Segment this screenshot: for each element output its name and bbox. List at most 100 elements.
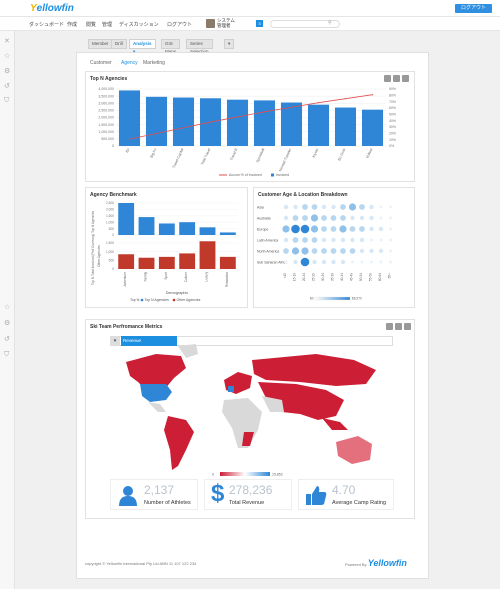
collapse-icon[interactable]: ▾ bbox=[110, 336, 120, 346]
heat-cell bbox=[340, 204, 346, 210]
map-scale-min: 0 bbox=[212, 473, 214, 477]
col-label: <15 bbox=[283, 273, 287, 279]
tab-analysis[interactable]: Analysis ▾ bbox=[129, 39, 156, 54]
benchmark-chart: 2,500 2,000 1,500 1,000 500 0 1,500 1,000 500 0 Ad… bbox=[91, 201, 238, 302]
legend-label: Other Agencies bbox=[177, 298, 201, 302]
gear-icon[interactable]: ⚙ bbox=[4, 68, 11, 75]
map-canada[interactable] bbox=[126, 354, 186, 392]
map-measure-label[interactable]: Revenue bbox=[121, 336, 177, 346]
search-icon[interactable]: ⚲ bbox=[328, 20, 332, 26]
legend-label: Invoiced bbox=[276, 173, 289, 177]
heat-cell bbox=[300, 257, 310, 267]
history-icon[interactable]: ↺ bbox=[4, 83, 10, 90]
map-russia[interactable] bbox=[252, 354, 376, 386]
other-agencies-bar bbox=[199, 241, 216, 269]
tab-gis-maps[interactable]: GIS Maps bbox=[161, 39, 180, 54]
heat-cell bbox=[321, 248, 327, 254]
y-tick-label: 500 bbox=[109, 259, 115, 263]
map-middle-east[interactable] bbox=[262, 396, 284, 412]
x-tick-label: Bu bbox=[125, 148, 130, 154]
y-tick-label: 2,500 bbox=[106, 201, 114, 205]
heat-cell bbox=[359, 226, 365, 232]
panel-prev-icon[interactable] bbox=[386, 323, 393, 330]
history-icon-2[interactable]: ↺ bbox=[4, 336, 10, 343]
heat-cell bbox=[311, 248, 318, 254]
heat-cell bbox=[301, 247, 309, 255]
map-asia[interactable] bbox=[258, 382, 344, 420]
panel-prev-icon[interactable] bbox=[384, 75, 391, 82]
map-usa[interactable] bbox=[140, 384, 172, 402]
map-mexico[interactable] bbox=[148, 402, 166, 412]
star-icon[interactable]: ☆ bbox=[4, 53, 11, 60]
avatar[interactable] bbox=[206, 19, 215, 28]
map-scale-max: 15,852 bbox=[272, 473, 283, 477]
world-map[interactable]: 0 15,852 bbox=[86, 320, 416, 520]
heat-cell bbox=[359, 215, 365, 221]
map-south-america[interactable] bbox=[164, 416, 194, 470]
powered-by-brand[interactable]: Yellowfin bbox=[367, 558, 407, 568]
notification-badge[interactable]: 3 bbox=[256, 20, 263, 27]
nav-discussion[interactable]: ディスカッション bbox=[119, 22, 159, 28]
row-label: Latin America bbox=[257, 239, 278, 243]
heat-cell bbox=[340, 259, 346, 265]
col-label: 40-44 bbox=[340, 273, 344, 281]
close-icon[interactable]: ✕ bbox=[4, 38, 10, 45]
y-axis-label: Top N Total Invoiced (Prof Currency) Top… bbox=[91, 210, 95, 285]
y2-tick-label: 20% bbox=[389, 132, 396, 136]
map-africa[interactable] bbox=[222, 398, 262, 448]
y2-tick-label: 90% bbox=[389, 87, 396, 91]
filter-icon-2[interactable]: ⛉ bbox=[4, 351, 10, 358]
heat-cell bbox=[360, 260, 364, 264]
x-tick-label: Total Travel bbox=[200, 148, 211, 166]
map-southern-africa[interactable] bbox=[242, 432, 254, 446]
tab-member[interactable]: Member bbox=[88, 39, 113, 49]
map-greenland[interactable] bbox=[178, 344, 198, 358]
panel-expand-icon[interactable] bbox=[402, 75, 409, 82]
panel-menu-icon[interactable] bbox=[393, 75, 400, 82]
heat-cell bbox=[389, 205, 392, 209]
heat-cell bbox=[321, 259, 327, 265]
other-agencies-bar bbox=[158, 256, 175, 269]
heat-cell bbox=[378, 226, 384, 232]
nav-admin[interactable]: 管理 bbox=[102, 22, 113, 28]
heat-cell bbox=[378, 248, 384, 254]
tab-drill[interactable]: Drill bbox=[111, 39, 127, 49]
heat-cell bbox=[369, 226, 374, 232]
heat-cell bbox=[330, 215, 337, 221]
heat-cell bbox=[284, 260, 288, 264]
subtab-customer[interactable]: Customer bbox=[90, 60, 112, 66]
nav-create[interactable]: 作成 bbox=[67, 22, 78, 28]
line-point bbox=[155, 132, 158, 135]
nav-dashboard[interactable]: ダッシュボード bbox=[29, 22, 65, 28]
bar bbox=[172, 97, 195, 146]
heat-cell bbox=[389, 238, 392, 242]
nav-logout[interactable]: ログアウト bbox=[167, 22, 193, 28]
nav-browse[interactable]: 閲覧 bbox=[86, 22, 97, 28]
heat-cell bbox=[311, 237, 318, 243]
gear-icon-2[interactable]: ⚙ bbox=[4, 320, 11, 327]
yellowfin-logo[interactable]: Yellowfin bbox=[30, 3, 74, 14]
dashboard-canvas: Customer Agency Marketing Top N Agencies… bbox=[76, 52, 429, 579]
star-icon-2[interactable]: ☆ bbox=[4, 304, 11, 311]
map-indonesia[interactable] bbox=[322, 418, 348, 430]
panel-title: Customer Age & Location Breakdown bbox=[258, 192, 348, 198]
panel-expand-icon[interactable] bbox=[404, 323, 411, 330]
map-europe-blue[interactable] bbox=[228, 386, 234, 392]
subtab-marketing[interactable]: Marketing bbox=[143, 60, 165, 66]
logout-button[interactable]: ログアウト bbox=[455, 4, 492, 13]
top-n-bar bbox=[219, 232, 236, 235]
y-tick-label: 1,000,000 bbox=[98, 130, 114, 134]
y-axis-label-2: Other Agencies bbox=[97, 245, 101, 267]
heat-cell bbox=[369, 248, 374, 254]
subtab-agency[interactable]: Agency bbox=[121, 60, 138, 66]
user-name-line2: 管理者 bbox=[217, 23, 231, 28]
tabs-more-dropdown[interactable]: ▾ bbox=[224, 39, 235, 49]
panel-menu-icon[interactable] bbox=[395, 323, 402, 330]
search-input[interactable] bbox=[270, 20, 340, 28]
tab-series-selection[interactable]: Series Selection bbox=[186, 39, 213, 54]
filter-icon[interactable]: ⛉ bbox=[4, 97, 10, 104]
user-name[interactable]: システム 管理者 bbox=[217, 18, 235, 28]
map-australia[interactable] bbox=[336, 436, 372, 464]
line-point bbox=[290, 106, 293, 108]
row-label: Sub Saharan Africa bbox=[257, 261, 287, 265]
